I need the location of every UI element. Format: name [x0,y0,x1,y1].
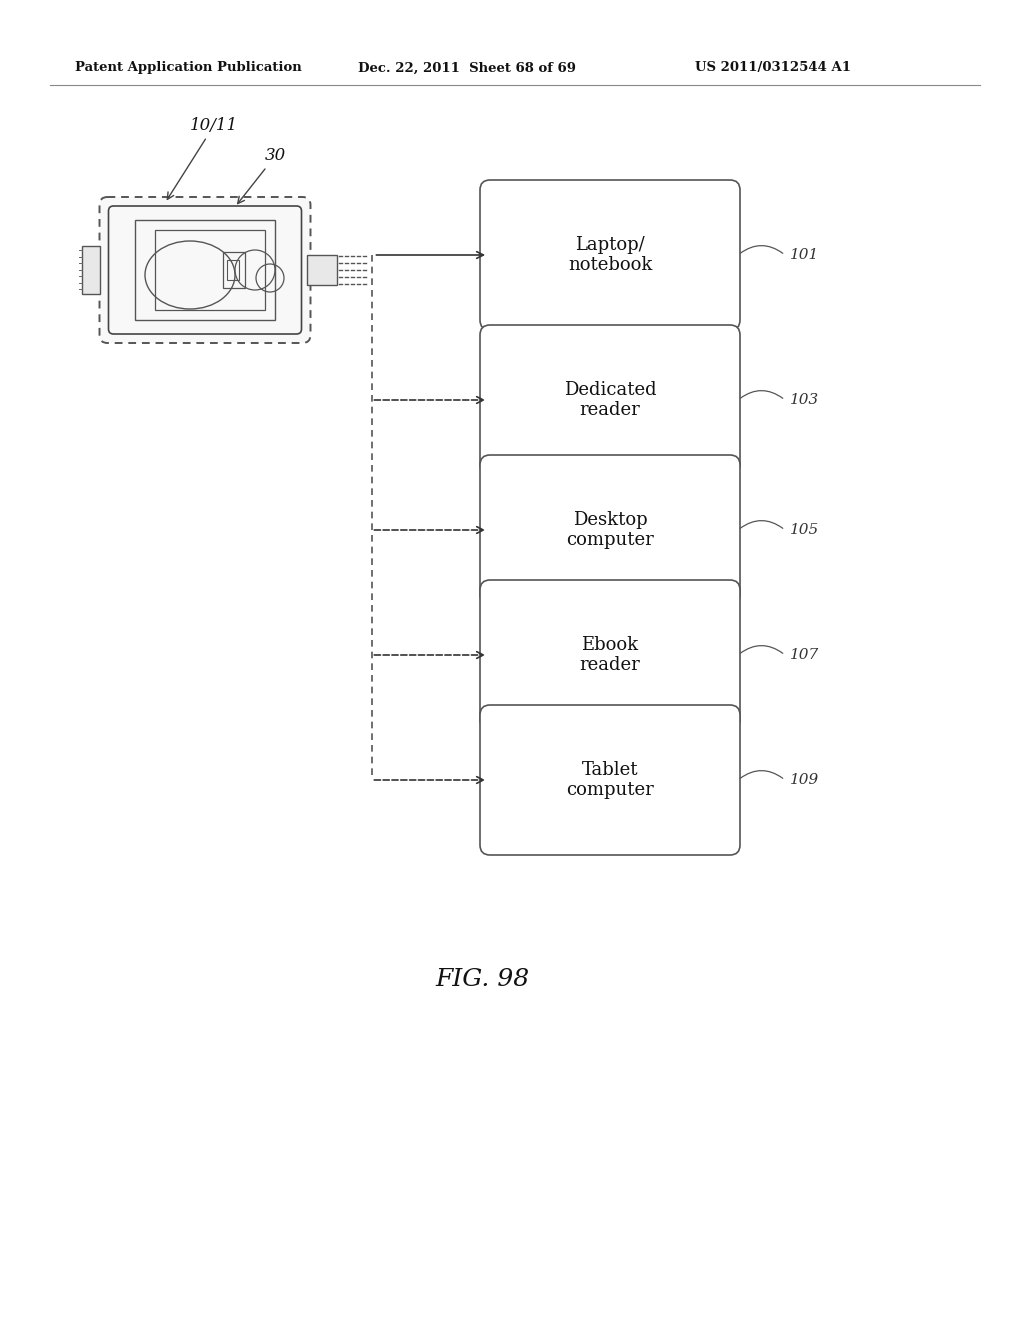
Text: FIG. 98: FIG. 98 [435,969,529,991]
Text: 109: 109 [790,774,819,787]
Bar [227,260,239,280]
Text: Patent Application Publication: Patent Application Publication [75,62,302,74]
Text: 107: 107 [790,648,819,663]
Bar [223,252,245,288]
Text: Desktop
computer: Desktop computer [566,511,654,549]
Text: 105: 105 [790,523,819,537]
Text: Laptop/
notebook: Laptop/ notebook [568,235,652,275]
Bar [135,220,275,319]
Text: Dec. 22, 2011  Sheet 68 of 69: Dec. 22, 2011 Sheet 68 of 69 [358,62,575,74]
FancyBboxPatch shape [99,197,310,343]
Bar [306,255,337,285]
Text: Ebook
reader: Ebook reader [580,636,640,675]
Text: 30: 30 [238,147,287,203]
FancyBboxPatch shape [480,579,740,730]
FancyBboxPatch shape [480,325,740,475]
FancyBboxPatch shape [480,455,740,605]
Bar [155,230,265,310]
Text: 103: 103 [790,393,819,407]
Text: US 2011/0312544 A1: US 2011/0312544 A1 [695,62,851,74]
Text: Dedicated
reader: Dedicated reader [563,380,656,420]
FancyBboxPatch shape [480,180,740,330]
Bar [82,246,99,294]
Text: 10/11: 10/11 [167,117,239,199]
Text: 101: 101 [790,248,819,261]
FancyBboxPatch shape [480,705,740,855]
Text: Tablet
computer: Tablet computer [566,760,654,800]
